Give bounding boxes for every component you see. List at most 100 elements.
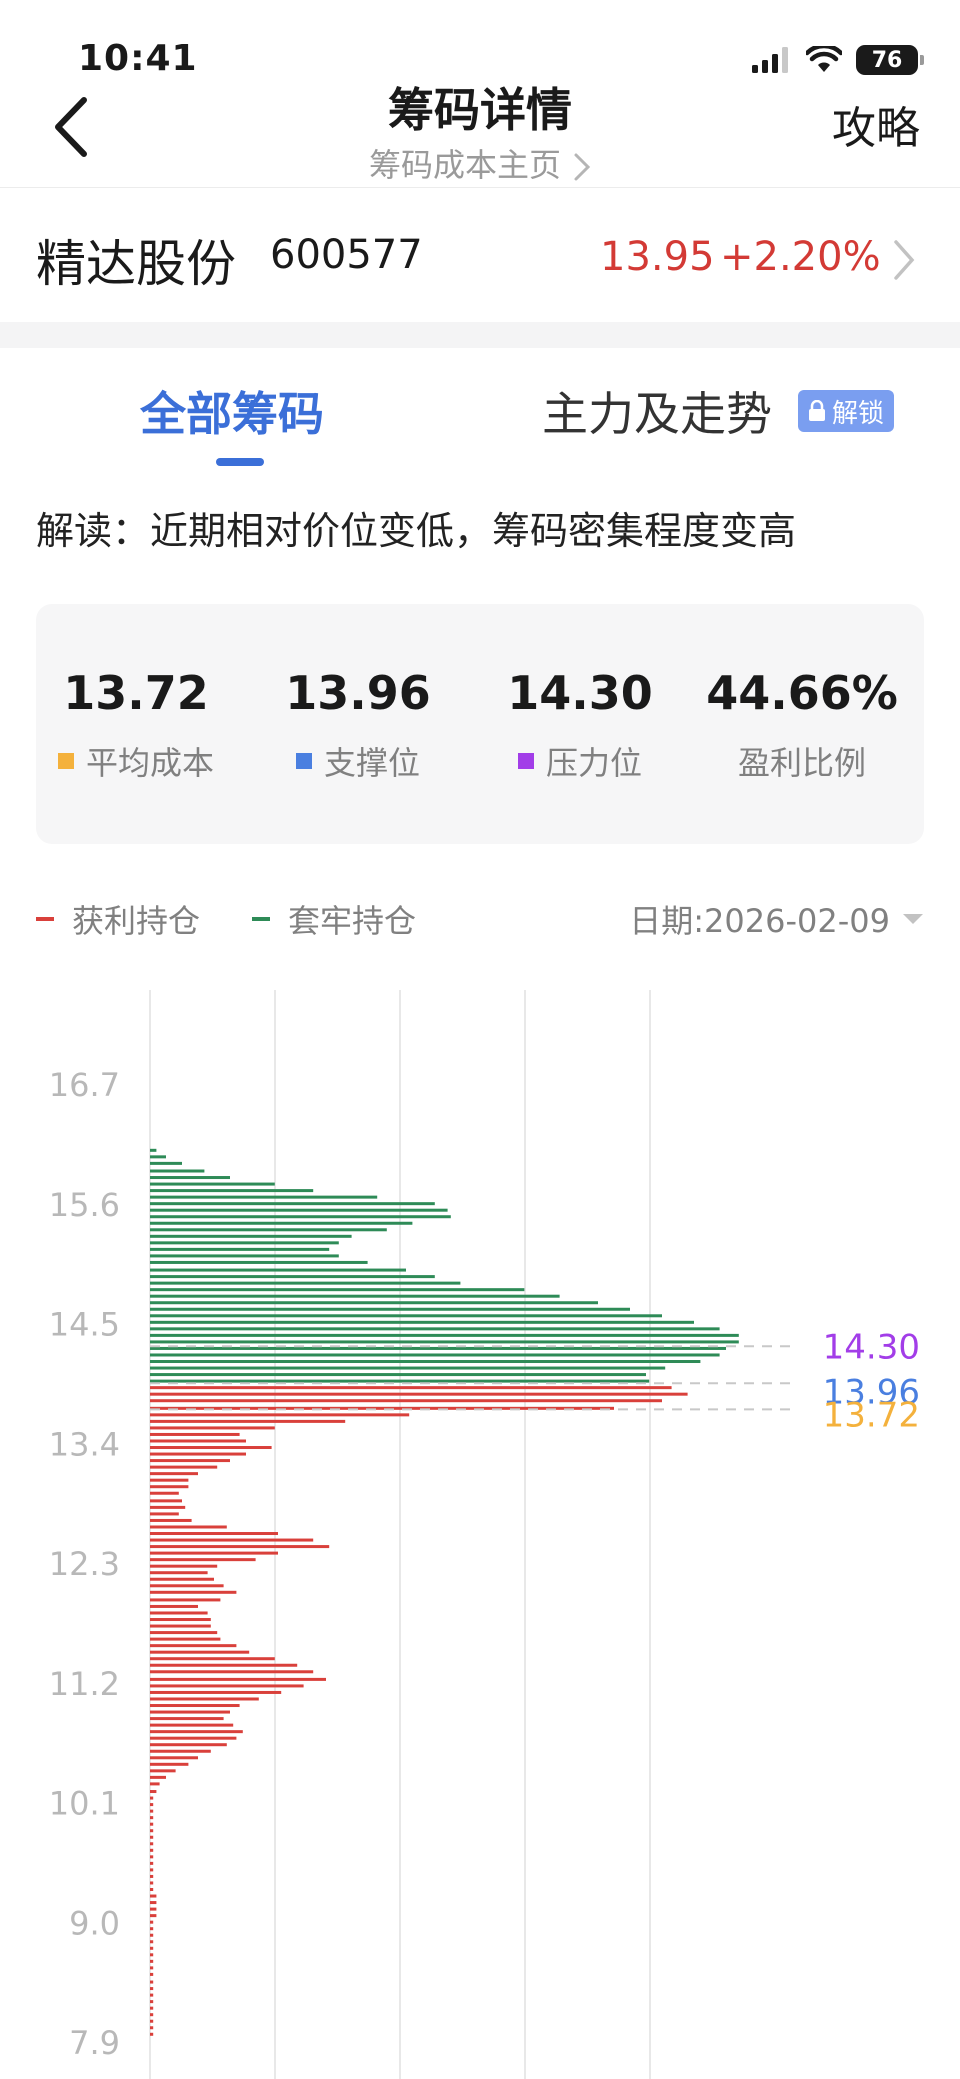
profit-bar xyxy=(150,1670,314,1674)
trapped-swatch xyxy=(252,917,270,921)
profit-bar xyxy=(150,1604,198,1608)
section-divider xyxy=(0,322,960,348)
trapped-bar xyxy=(150,1195,378,1199)
trapped-bar xyxy=(150,1360,701,1364)
profit-bar xyxy=(150,1972,154,1976)
battery-icon: 76 xyxy=(856,45,924,75)
trapped-bar xyxy=(150,1320,694,1324)
trapped-bar xyxy=(150,1260,368,1264)
trapped-bar xyxy=(150,1215,451,1219)
profit-bar xyxy=(150,1465,218,1469)
profit-bar xyxy=(150,1432,240,1436)
profit-bar xyxy=(150,1736,237,1740)
profit-bar xyxy=(150,1914,157,1918)
profit-bar xyxy=(150,1704,240,1708)
stat-label: 盈利比例 xyxy=(737,744,866,782)
profit-bar xyxy=(150,1796,154,1800)
average-cost-swatch xyxy=(57,753,74,769)
caret-down-icon xyxy=(903,914,923,924)
trapped-bar xyxy=(150,1268,406,1272)
profit-bar xyxy=(150,1644,237,1648)
profit-bar xyxy=(150,2013,154,2017)
profit-bar xyxy=(150,1459,230,1463)
support-marker-label: 13.96 xyxy=(823,1372,920,1412)
stat-pressure: 14.30 压力位 xyxy=(480,666,680,784)
profit-bar xyxy=(150,1993,154,1997)
profit-bar xyxy=(150,1663,298,1667)
stat-value: 13.72 xyxy=(63,666,209,720)
profit-bar xyxy=(150,1584,224,1588)
profit-bar xyxy=(150,1571,208,1575)
trapped-bar xyxy=(150,1161,182,1165)
profit-bar xyxy=(150,1624,211,1628)
profit-bar xyxy=(150,1577,214,1581)
unlock-label: 解锁 xyxy=(832,398,885,429)
y-axis-ticks: 16.7 15.6 14.5 13.4 12.3 11.2 10.1 9.0 7.9 xyxy=(49,1066,120,2062)
tab-all-chips[interactable]: 全部筹码 xyxy=(140,387,324,441)
profit-bar xyxy=(150,1637,221,1641)
profit-bar xyxy=(150,1769,176,1773)
back-icon[interactable] xyxy=(48,92,98,162)
page-title: 筹码详情 xyxy=(388,83,572,137)
stat-value: 13.96 xyxy=(285,666,431,720)
profit-bar xyxy=(150,1499,182,1503)
profit-bar xyxy=(150,1419,346,1423)
trapped-bar xyxy=(150,1373,646,1377)
trapped-bar xyxy=(150,1247,330,1251)
active-tab-indicator xyxy=(216,458,264,466)
profit-bar xyxy=(150,1946,154,1950)
profit-bar xyxy=(150,1829,154,1833)
nav-bar: 筹码详情 筹码成本主页 攻略 xyxy=(0,68,960,188)
profit-bar xyxy=(150,1611,208,1615)
profit-bar xyxy=(150,1920,154,1924)
trapped-bar xyxy=(150,1288,525,1292)
profit-bar xyxy=(150,1790,157,1794)
legend-trapped-label: 套牢持仓 xyxy=(288,902,417,940)
trapped-bar xyxy=(150,1294,560,1298)
trapped-bar xyxy=(150,1241,339,1245)
legend-trapped: 套牢持仓 xyxy=(252,896,416,942)
support-swatch xyxy=(295,753,312,769)
profit-bar xyxy=(150,1426,275,1430)
stats-card: 13.72 平均成本 13.96 支撑位 14.30 压力位 44.66% 盈利… xyxy=(36,604,924,844)
profit-bar xyxy=(150,1816,154,1820)
profit-bar xyxy=(150,1775,166,1779)
chart-legend: 获利持仓 套牢持仓 日期:2026-02-09 xyxy=(36,896,924,946)
profit-bar xyxy=(150,1933,154,1937)
y-tick-label: 16.7 xyxy=(49,1066,120,1104)
profit-bar xyxy=(150,2032,154,2036)
profit-bar xyxy=(150,1762,189,1766)
strategy-button[interactable]: 攻略 xyxy=(832,103,920,154)
unlock-badge[interactable]: 解锁 xyxy=(798,390,895,432)
trapped-bar xyxy=(150,1275,435,1279)
profit-bar xyxy=(150,1650,250,1654)
pressure-marker-label: 14.30 xyxy=(823,1327,920,1367)
profit-bar xyxy=(150,2019,154,2023)
y-tick-label: 13.4 xyxy=(49,1425,120,1463)
chip-cost-home-link[interactable]: 筹码成本主页 xyxy=(0,140,960,186)
date-selector[interactable]: 日期:2026-02-09 xyxy=(629,896,924,942)
profit-bar xyxy=(150,2026,154,2030)
lock-icon xyxy=(809,400,825,421)
trapped-bar xyxy=(150,1333,739,1337)
stock-header[interactable]: 精达股份 600577 13.95 +2.20% xyxy=(0,190,960,322)
stat-label-row: 压力位 xyxy=(480,738,680,784)
profit-bar xyxy=(150,1730,243,1734)
profit-bar xyxy=(150,1439,246,1443)
y-tick-label: 12.3 xyxy=(49,1545,120,1583)
profit-bar xyxy=(150,1690,282,1694)
profit-bar xyxy=(150,1590,237,1594)
profit-bar xyxy=(150,1472,198,1476)
profit-bar xyxy=(150,1697,259,1701)
profit-bar xyxy=(150,1848,154,1852)
chevron-right-icon xyxy=(574,153,591,181)
profit-bar xyxy=(150,1564,218,1568)
trapped-bar xyxy=(150,1327,720,1331)
signal-icon xyxy=(752,47,788,73)
profit-bar xyxy=(150,1842,154,1846)
legend-profit-label: 获利持仓 xyxy=(72,902,201,940)
tab-main-force-trend[interactable]: 主力及走势 xyxy=(542,387,772,441)
profit-bar xyxy=(150,1618,211,1622)
stock-price: 13.95 xyxy=(600,234,715,280)
stock-code: 600577 xyxy=(270,232,423,278)
